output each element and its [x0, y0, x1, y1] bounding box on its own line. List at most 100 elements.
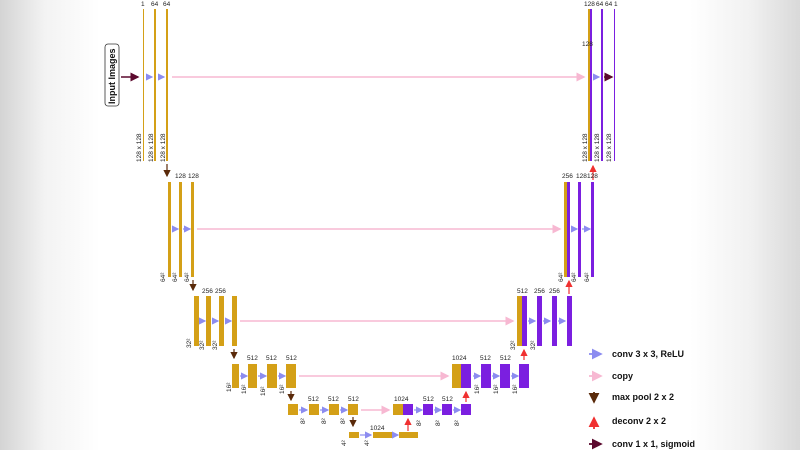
feature-map	[194, 296, 199, 346]
channel-label: 128	[582, 41, 593, 48]
channel-label: 256	[549, 288, 560, 295]
dim-label: 64²	[160, 272, 167, 282]
channel-label: 128	[587, 173, 598, 180]
feature-map	[590, 9, 592, 161]
feature-map	[288, 404, 298, 415]
channel-label: 128	[188, 173, 199, 180]
channel-label: 1024	[370, 425, 385, 432]
dim-label: 128 x 128	[148, 133, 155, 162]
dim-label: 8²	[321, 417, 328, 424]
legend-item-final: conv 1 x 1, sigmoid	[589, 438, 695, 450]
feature-map	[166, 9, 168, 161]
legend-item-conv: conv 3 x 3, ReLU	[589, 348, 684, 360]
dim-label: 64²	[571, 272, 578, 282]
dim-label: 16²	[474, 384, 481, 394]
channel-label: 1	[141, 1, 145, 8]
encoder-level-5: 512 512 512 8² 8² 8²	[288, 396, 359, 424]
dim-label: 128 x 128	[136, 133, 143, 162]
channel-label: 128	[576, 173, 587, 180]
legend-label: deconv 2 x 2	[612, 416, 666, 426]
feature-map	[206, 296, 211, 346]
legend-label: copy	[612, 371, 633, 381]
channel-label: 128	[584, 1, 595, 8]
dim-label: 32²	[199, 340, 206, 350]
legend-label: conv 3 x 3, ReLU	[612, 349, 684, 359]
channel-label: 256	[215, 288, 226, 295]
channel-label: 512	[517, 288, 528, 295]
channel-label: 1024	[394, 396, 409, 403]
channel-label: 64	[151, 1, 159, 8]
feature-map	[154, 9, 156, 161]
decoder-level-4: 1024 512 512 16² 16² 16²	[452, 355, 529, 394]
dim-label: 32²	[186, 338, 193, 348]
feature-map	[232, 296, 237, 346]
channel-label: 128	[175, 173, 186, 180]
dim-label: 128 x 128	[594, 133, 601, 162]
channel-label: 256	[202, 288, 213, 295]
dim-label: 8²	[300, 417, 307, 424]
feature-map	[191, 182, 194, 277]
feature-map	[522, 296, 527, 346]
dim-label: 4²	[364, 439, 371, 446]
encoder-level-2: 128 128 64² 64² 64²	[160, 173, 199, 282]
feature-map	[461, 364, 471, 388]
channel-label: 64	[605, 1, 613, 8]
feature-map	[564, 182, 567, 277]
dim-label: 16²	[493, 384, 500, 394]
feature-map	[614, 9, 615, 161]
feature-map	[567, 182, 570, 277]
dim-label: 16²	[226, 382, 233, 392]
feature-map	[219, 296, 224, 346]
feature-map	[591, 182, 594, 277]
feature-map	[329, 404, 339, 415]
feature-map	[168, 182, 171, 277]
feature-map	[461, 404, 471, 415]
channel-label: 512	[286, 355, 297, 362]
channel-label: 256	[534, 288, 545, 295]
decoder-level-2: 256 128 128 64² 64² 64²	[558, 173, 598, 282]
feature-map	[348, 404, 358, 415]
feature-map	[423, 404, 433, 415]
legend-label: max pool 2 x 2	[612, 392, 674, 402]
feature-map	[373, 432, 392, 438]
dim-label: 16²	[279, 384, 286, 394]
dim-label: 8²	[435, 419, 442, 426]
feature-map	[349, 432, 359, 438]
feature-map	[578, 182, 581, 277]
feature-map	[517, 296, 522, 346]
feature-map	[452, 364, 461, 388]
feature-map	[267, 364, 277, 388]
decoder-level-1: 128 64 64 1 128 128 x 128 128 x 128 128 …	[582, 1, 618, 162]
dim-label: 4²	[341, 439, 348, 446]
feature-map	[537, 296, 542, 346]
channel-label: 256	[562, 173, 573, 180]
feature-map	[309, 404, 319, 415]
feature-map	[567, 296, 572, 346]
channel-label: 512	[348, 396, 359, 403]
dim-label: 32²	[510, 340, 517, 350]
channel-label: 64	[596, 1, 604, 8]
feature-map	[500, 364, 510, 388]
channel-label: 512	[308, 396, 319, 403]
dim-label: 8²	[340, 417, 347, 424]
channel-label: 512	[328, 396, 339, 403]
channel-label: 512	[423, 396, 434, 403]
input-images-text: Input Images	[107, 48, 117, 104]
feature-map	[552, 296, 557, 346]
legend-item-copy: copy	[589, 370, 633, 382]
feature-map	[601, 9, 603, 161]
feature-map	[232, 364, 239, 388]
feature-map	[286, 364, 296, 388]
channel-label: 64	[163, 1, 171, 8]
decoder-level-3: 512 256 256 32² 32²	[510, 288, 572, 350]
dim-label: 64²	[184, 272, 191, 282]
channel-label: 512	[442, 396, 453, 403]
encoder-level-1: 1 64 64 128 x 128 128 x 128 128 x 128	[136, 1, 171, 162]
feature-map	[442, 404, 452, 415]
dim-label: 16²	[512, 384, 519, 394]
feature-map	[403, 404, 413, 415]
input-images-label: Input Images	[104, 43, 120, 107]
dim-label: 16²	[241, 384, 248, 394]
dim-label: 8²	[454, 419, 461, 426]
feature-map	[393, 404, 403, 415]
